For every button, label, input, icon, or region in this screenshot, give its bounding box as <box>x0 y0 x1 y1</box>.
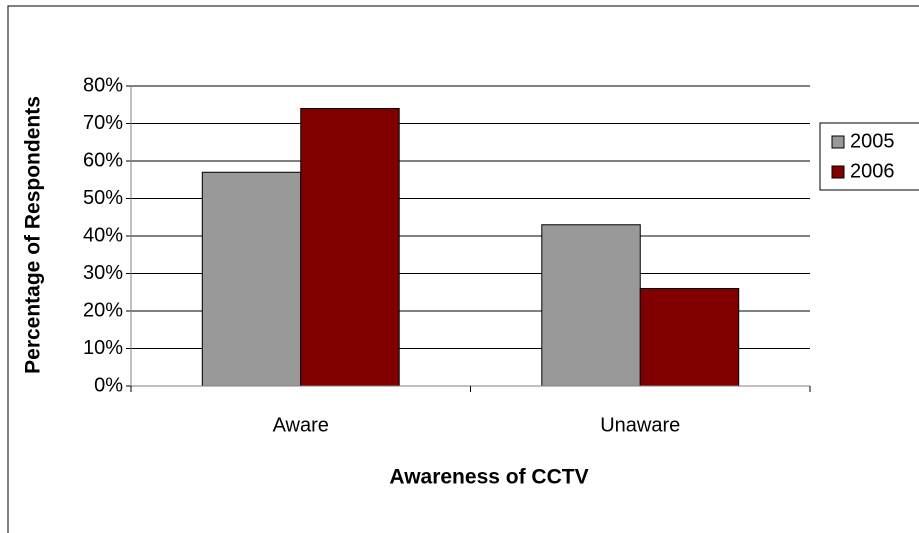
y-tick-label: 70% <box>83 112 123 134</box>
legend-label: 2006 <box>850 160 895 182</box>
x-tick-label: Unaware <box>600 414 680 436</box>
y-tick-label: 80% <box>83 74 123 96</box>
bar <box>639 288 740 387</box>
chart-border <box>7 5 919 533</box>
x-axis-label: Awareness of CCTV <box>389 466 588 489</box>
y-tick-label: 30% <box>83 262 123 284</box>
y-tick-label: 50% <box>83 187 123 209</box>
y-tick-label: 10% <box>83 337 123 359</box>
legend-label: 2005 <box>850 130 895 152</box>
bar <box>201 171 302 387</box>
y-tick-label: 20% <box>83 299 123 321</box>
bar <box>300 108 400 387</box>
bar <box>541 224 641 387</box>
y-tick-label: 0% <box>94 374 123 396</box>
legend-swatch <box>831 165 845 179</box>
legend-swatch <box>831 135 845 149</box>
y-tick-label: 40% <box>83 224 123 246</box>
y-tick-label: 60% <box>83 149 123 171</box>
y-axis-label: Percentage of Respondents <box>22 96 45 374</box>
legend-box <box>819 122 919 191</box>
x-tick-label: Aware <box>273 414 329 436</box>
